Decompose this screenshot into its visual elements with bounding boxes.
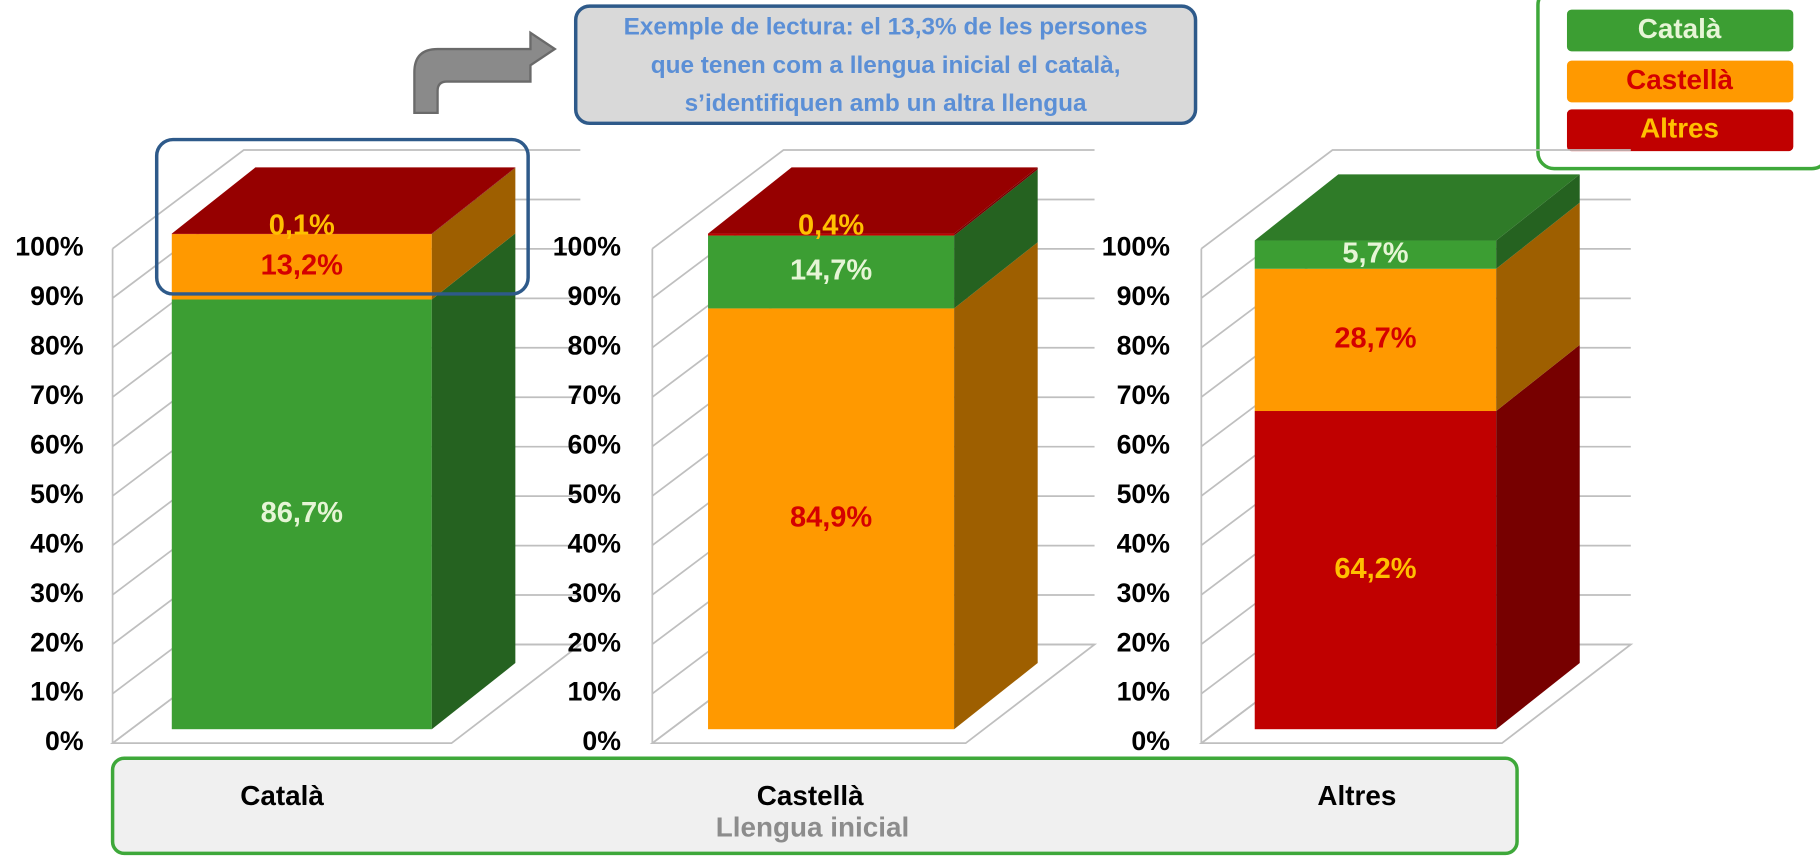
data-label: 13,2% xyxy=(261,249,343,281)
legend-swatch xyxy=(1566,60,1794,103)
y-tick-label: 100% xyxy=(15,232,84,262)
y-tick-label: 80% xyxy=(568,331,622,361)
y-tick-label: 70% xyxy=(30,380,84,410)
y-tick-label: 30% xyxy=(1117,578,1171,608)
y-tick-label: 80% xyxy=(30,331,84,361)
x-axis-box xyxy=(110,756,1519,856)
y-tick-label: 10% xyxy=(568,677,622,707)
bar-side xyxy=(431,167,516,235)
grid-line xyxy=(1200,149,1631,250)
legend-swatch xyxy=(1566,9,1794,52)
y-tick-label: 100% xyxy=(1102,232,1171,262)
data-label: 5,7% xyxy=(1342,237,1408,269)
y-tick-label: 90% xyxy=(1117,281,1171,311)
y-tick-label: 30% xyxy=(30,578,84,608)
annotation-line: que tenen com a llengua inicial el catal… xyxy=(651,52,1121,79)
y-tick-label: 0% xyxy=(45,726,84,756)
legend-label: Castellà xyxy=(1626,64,1733,95)
bar-segment xyxy=(171,234,432,300)
bar-segment xyxy=(1254,240,1497,269)
legend-label: Altres xyxy=(1640,113,1719,144)
y-tick-label: 0% xyxy=(1131,726,1170,756)
plot: 0% 10% 20% 30% 40% 50% 60% 70% 80% 90% 100% Català 8… xyxy=(15,149,1634,811)
y-tick-label: 40% xyxy=(568,528,622,558)
y-tick-label: 100% xyxy=(553,232,622,262)
x-tick-label: Castellà xyxy=(757,780,864,811)
y-tick-label: 0% xyxy=(582,726,621,756)
bar-segment xyxy=(1254,411,1497,730)
data-label: 64,2% xyxy=(1334,553,1416,585)
y-tick-label: 40% xyxy=(1117,528,1171,558)
data-label: 86,7% xyxy=(261,497,343,529)
data-label: 0,4% xyxy=(798,209,864,241)
bar-top xyxy=(708,167,1038,234)
bar-side xyxy=(954,242,1038,730)
data-label: 14,7% xyxy=(790,255,872,287)
bar-segment xyxy=(708,235,955,309)
bar-segment xyxy=(708,233,955,236)
y-tick-label: 20% xyxy=(1117,627,1171,657)
bar-top xyxy=(171,167,516,234)
y-tick-label: 90% xyxy=(30,281,84,311)
y-tick-label: 20% xyxy=(30,627,84,657)
bar-side xyxy=(954,169,1038,309)
y-tick-label: 10% xyxy=(30,677,84,707)
legend-swatch xyxy=(1566,109,1794,152)
y-tick-label: 20% xyxy=(568,627,622,657)
bar-side xyxy=(954,167,1038,236)
y-tick-label: 30% xyxy=(568,578,622,608)
bar-side xyxy=(431,233,516,730)
x-axis-label: Llengua inicial xyxy=(716,811,909,842)
bar-segment xyxy=(1254,268,1497,412)
x-tick-label: Català xyxy=(240,780,324,811)
highlight-box xyxy=(154,137,530,296)
data-label: 84,9% xyxy=(790,501,872,533)
x-tick-label: Altres xyxy=(1317,780,1396,811)
y-tick-label: 60% xyxy=(30,430,84,460)
legend: Català Castellà Altres xyxy=(1566,9,1794,152)
y-tick-label: 80% xyxy=(1117,331,1171,361)
y-tick-label: 50% xyxy=(568,479,622,509)
bar-top xyxy=(1254,174,1580,241)
y-tick-label: 50% xyxy=(1117,479,1171,509)
bar-side xyxy=(1496,344,1580,730)
bar-segment xyxy=(171,299,432,730)
annotation-box xyxy=(573,4,1198,126)
data-label: 0,1% xyxy=(269,209,335,241)
bar-side xyxy=(1496,174,1580,269)
y-tick-label: 60% xyxy=(568,430,622,460)
y-tick-label: 10% xyxy=(1117,677,1171,707)
y-tick-label: 90% xyxy=(568,281,622,311)
legend-label: Català xyxy=(1638,13,1722,44)
y-tick-label: 70% xyxy=(568,380,622,410)
data-label: 28,7% xyxy=(1334,323,1416,355)
bar-side xyxy=(431,167,516,300)
y-tick-label: 50% xyxy=(30,479,84,509)
grid-line xyxy=(651,149,1095,250)
annotation-line: s’identifiquen amb un altra llengua xyxy=(685,90,1087,117)
annotation-line: Exemple de lectura: el 13,3% de les pers… xyxy=(624,14,1148,41)
bar-segment xyxy=(708,308,955,730)
y-tick-label: 60% xyxy=(1117,430,1171,460)
y-tick-label: 40% xyxy=(30,528,84,558)
y-tick-label: 70% xyxy=(1117,380,1171,410)
bar-side xyxy=(1496,202,1580,412)
arrow xyxy=(413,30,557,115)
